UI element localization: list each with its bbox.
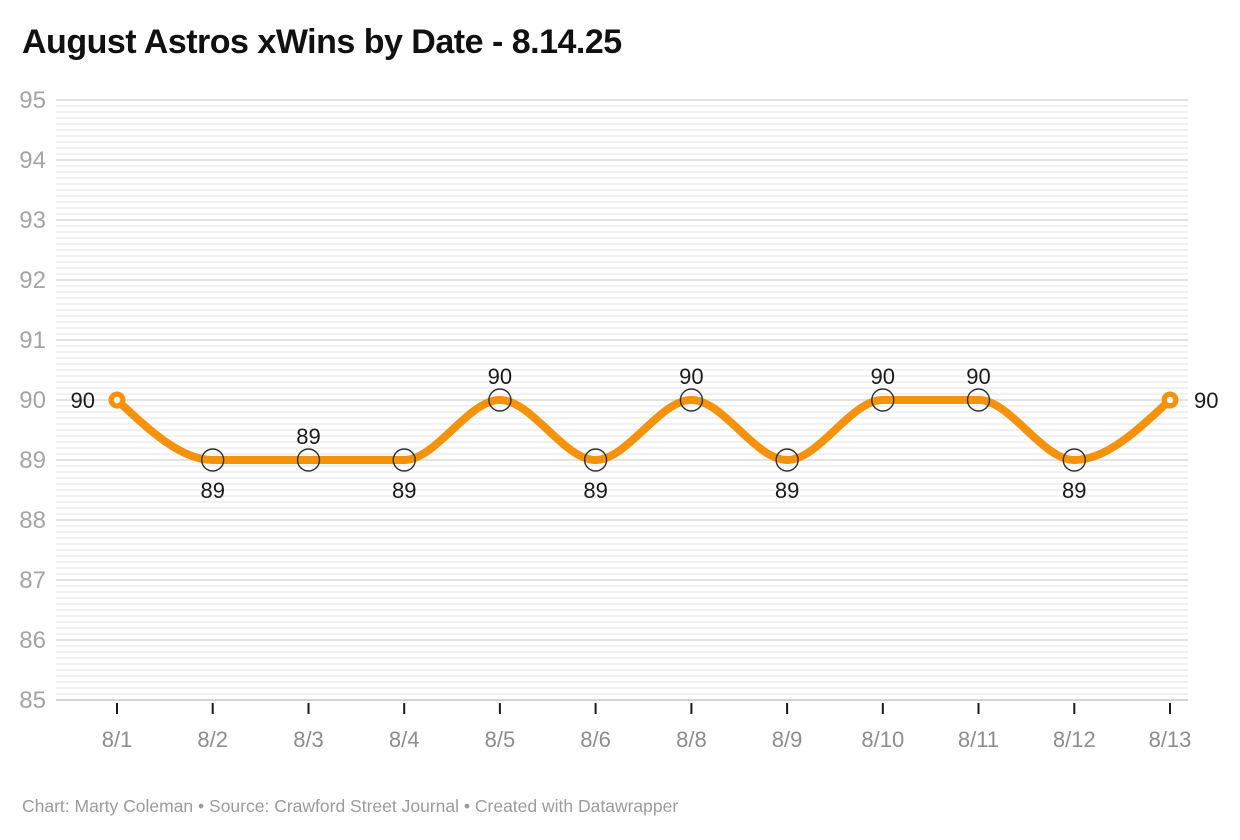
data-point-value-label: 90 [71,388,95,413]
y-axis-tick-label: 85 [19,687,46,714]
y-axis-tick-label: 95 [19,87,46,114]
y-axis-tick-label: 93 [19,207,46,234]
data-point[interactable] [488,388,512,412]
y-axis-tick-label: 92 [19,267,46,294]
x-axis-tick-label: 8/4 [389,727,420,752]
data-point-value-label: 89 [583,478,607,503]
footer-source: Source: Crawford Street Journal [209,796,460,816]
data-point[interactable] [296,448,321,472]
y-axis-tick-label: 89 [19,447,46,474]
footer-separator: • [459,796,475,816]
y-axis-tick-label: 86 [19,627,46,654]
data-point-value-label: 89 [392,478,416,503]
x-axis-tick-label: 8/8 [676,727,707,752]
data-point-value-label: 89 [296,424,320,449]
data-point-value-label: 90 [871,364,895,389]
y-axis-tick-label: 87 [19,567,46,594]
y-axis-tick-label: 88 [19,507,46,534]
data-point-value-label: 89 [1062,478,1086,503]
y-axis-tick-label: 94 [19,147,46,174]
data-point-value-label: 89 [775,478,799,503]
x-axis-tick-label: 8/2 [197,727,228,752]
series-line [113,395,1174,465]
data-point-endpoint-center [113,396,121,404]
data-point-endpoint-center [1166,396,1174,404]
chart-title: August Astros xWins by Date - 8.14.25 [22,23,622,61]
x-axis-tick-label: 8/12 [1053,727,1096,752]
data-point[interactable] [200,448,225,472]
series-layer [108,388,1179,472]
data-point[interactable] [966,388,991,412]
footer-chart-credit: Chart: Marty Coleman [22,796,194,816]
data-point[interactable] [583,448,608,472]
data-point[interactable] [1062,448,1087,472]
data-point[interactable] [679,388,704,412]
data-point-value-label: 90 [679,364,703,389]
data-point-value-label: 90 [966,364,990,389]
footer-created-with: Created with Datawrapper [474,796,679,816]
x-axis-tick-label: 8/10 [861,727,904,752]
data-point[interactable] [392,448,416,472]
x-axis-tick-label: 8/5 [485,727,516,752]
data-labels-layer: 90 89 89 89 90 89 90 89 90 90 89 90 [71,364,1219,503]
chart-footer: Chart: Marty Coleman • Source: Crawford … [22,796,678,817]
x-axis-tick-label: 8/9 [772,727,803,752]
x-axis-tick-label: 8/3 [293,727,324,752]
data-point-value-label: 90 [1194,388,1218,413]
data-point[interactable] [871,388,895,412]
axes-layer: 95 94 93 92 91 90 89 88 87 86 85 8/1 8/2 8/3 8/4 8/5 8/6… [19,87,1191,752]
y-axis-tick-label: 90 [19,387,46,414]
footer-separator: • [193,796,210,816]
data-point-value-label: 90 [488,364,512,389]
y-axis-tick-label: 91 [19,327,46,354]
x-axis-tick-label: 8/13 [1149,727,1192,752]
x-axis-tick-label: 8/6 [580,727,611,752]
x-axis-tick-label: 8/11 [958,727,999,752]
data-point-value-label: 89 [200,478,224,503]
gridlines-layer [56,99,1188,701]
data-point[interactable] [775,448,799,472]
x-axis-tick-label: 8/1 [102,727,133,752]
